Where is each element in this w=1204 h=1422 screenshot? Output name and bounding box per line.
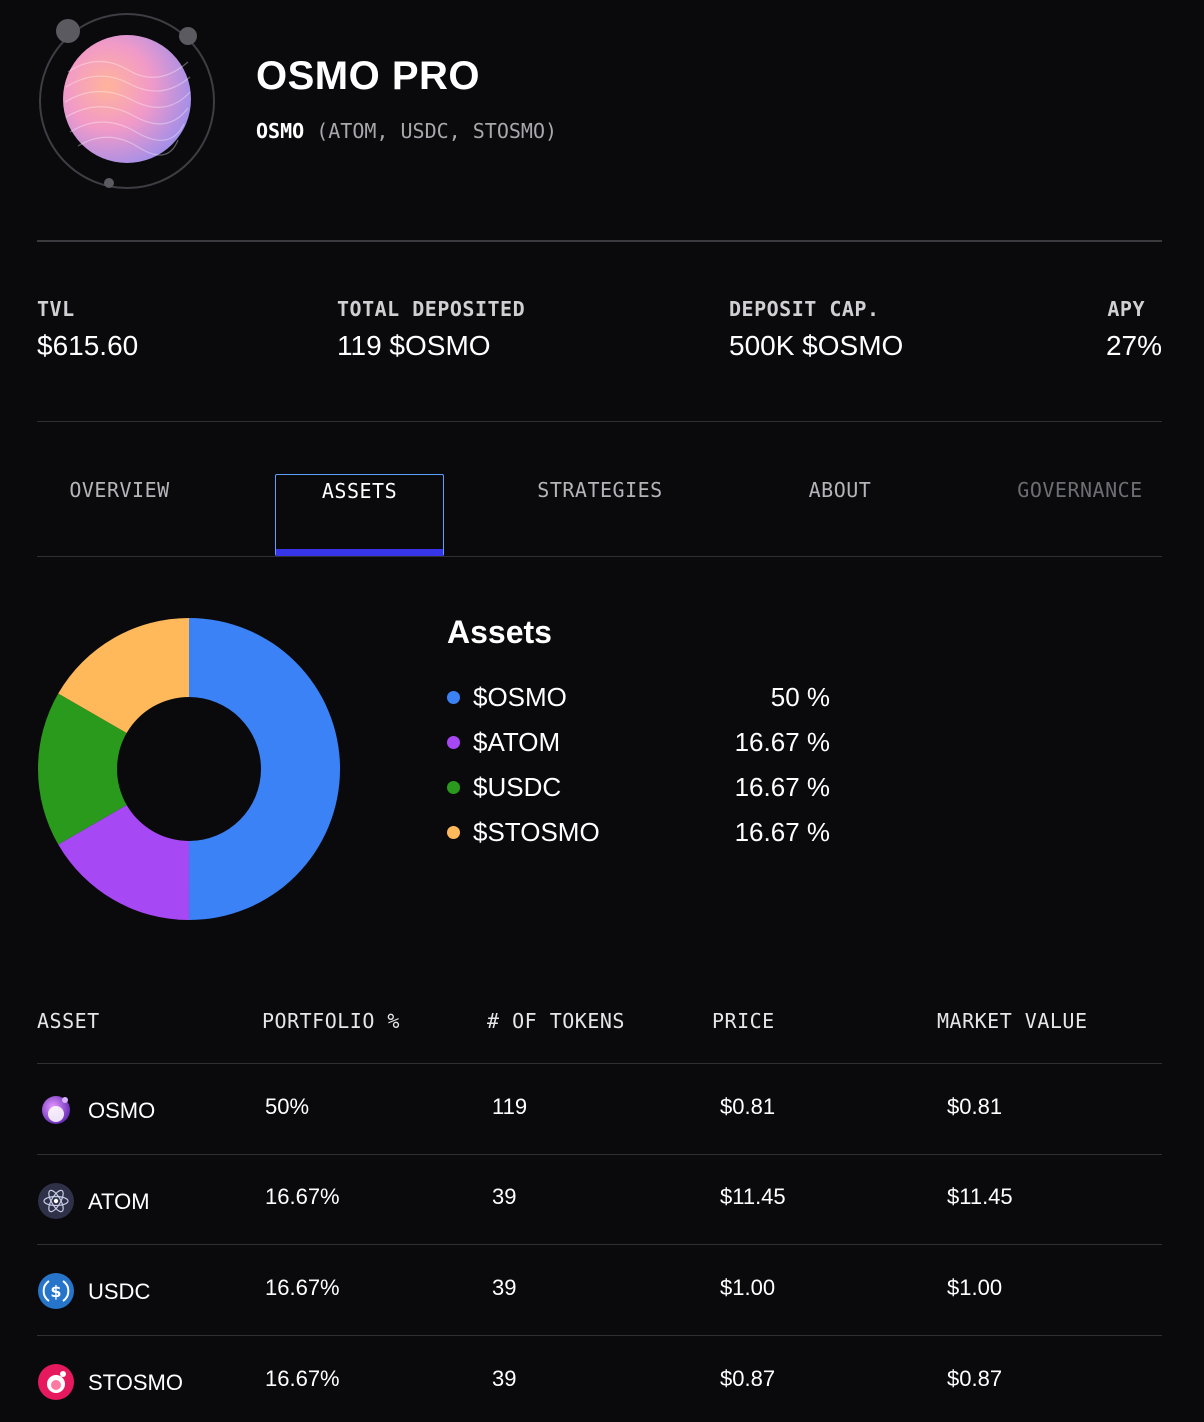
token-count: 39 [492,1366,517,1391]
stats-divider [37,421,1162,422]
assets-heading: Assets [447,614,552,650]
market-value: $11.45 [947,1184,1013,1209]
total-deposited-value: 119 $OSMO [337,330,491,361]
legend-name: $STOSMO [473,817,600,847]
primary-token: OSMO [256,119,305,143]
vault-logo-icon [39,13,215,189]
total-deposited-label: TOTAL DEPOSITED [337,297,526,321]
tab-about[interactable]: ABOUT [808,478,872,502]
tabs-divider [37,556,1162,557]
portfolio-percent: 50% [265,1094,310,1119]
usdc-token-icon: $ [38,1273,74,1309]
token-count: 119 [492,1094,528,1119]
donut-slice-osmo[interactable] [189,618,341,920]
asset-name: STOSMO [88,1370,183,1395]
donut-slice-usdc[interactable] [38,693,127,845]
row-divider [37,1335,1162,1336]
portfolio-percent: 16.67% [265,1366,340,1391]
legend-name: $USDC [473,772,562,802]
row-divider [37,1154,1162,1155]
price: $0.87 [720,1366,776,1391]
apy-value: 27% [1105,330,1162,361]
legend-dot [447,826,460,839]
legend-dot [447,736,460,749]
asset-allocation-donut-chart [38,618,341,920]
table-row[interactable]: ATOM 16.67% 39 $11.45 $11.45 [37,1155,1162,1245]
portfolio-percent: 16.67% [265,1184,340,1209]
tab-strategies[interactable]: STRATEGIES [537,478,663,502]
row-divider [37,1244,1162,1245]
column-header-asset[interactable]: ASSET [37,1009,100,1033]
token-count: 39 [492,1275,517,1300]
column-header-price[interactable]: PRICE [712,1009,775,1033]
legend-dot [447,691,460,704]
table-row[interactable]: $ USDC 16.67% 39 $1.00 $1.00 [37,1245,1162,1335]
svg-text:$: $ [50,1282,61,1301]
portfolio-percent: 16.67% [265,1275,340,1300]
legend-name: $OSMO [473,682,567,712]
donut-slice-stosmo[interactable] [58,618,189,734]
market-value: $0.81 [947,1094,1003,1119]
table-row[interactable]: STOSMO 16.67% 39 $0.87 $0.87 [37,1336,1162,1422]
legend-dot [447,781,460,794]
header-divider [37,240,1162,242]
market-value: $0.87 [947,1366,1003,1391]
donut-slice-atom[interactable] [58,805,190,920]
table-header-divider [37,1063,1162,1064]
active-tab-indicator [276,549,443,556]
legend-percent: 16.67 % [734,817,830,847]
legend-item-osmo: $OSMO 50 % [447,678,837,718]
legend-name: $ATOM [473,727,561,757]
stosmo-token-icon [38,1364,74,1400]
asset-name: OSMO [88,1098,156,1123]
atom-token-icon [38,1183,74,1219]
price: $1.00 [720,1275,776,1300]
legend-percent: 16.67 % [734,772,830,802]
column-header-tokens[interactable]: # OF TOKENS [487,1009,625,1033]
table-row[interactable]: OSMO 50% 119 $0.81 $0.81 [37,1064,1162,1154]
legend-item-stosmo: $STOSMO 16.67 % [447,813,837,853]
tab-governance[interactable]: GOVERNANCE [1017,478,1143,502]
column-header-market-value[interactable]: MARKET VALUE [937,1009,1088,1033]
deposit-cap-label: DEPOSIT CAP. [729,297,880,321]
deposit-cap-value: 500K $OSMO [729,330,904,361]
tab-overview[interactable]: OVERVIEW [69,478,170,502]
price: $0.81 [720,1094,776,1119]
tab-assets[interactable]: ASSETS [275,474,444,556]
legend-percent: 50 % [770,682,830,712]
legend-item-usdc: $USDC 16.67 % [447,768,837,808]
vault-token-list: OSMO (ATOM, USDC, STOSMO) [256,119,557,143]
asset-name: USDC [88,1279,151,1304]
apy-label: APY [1107,297,1145,321]
tvl-value: $615.60 [37,330,139,361]
osmo-token-icon [42,1096,70,1124]
market-value: $1.00 [947,1275,1003,1300]
token-count: 39 [492,1184,517,1209]
secondary-tokens: (ATOM, USDC, STOSMO) [316,119,558,143]
legend-percent: 16.67 % [734,727,830,757]
vault-title: OSMO PRO [256,54,481,98]
column-header-portfolio[interactable]: PORTFOLIO % [262,1009,400,1033]
asset-name: ATOM [88,1189,150,1214]
price: $11.45 [720,1184,786,1209]
legend-item-atom: $ATOM 16.67 % [447,723,837,763]
tvl-label: TVL [37,297,75,321]
